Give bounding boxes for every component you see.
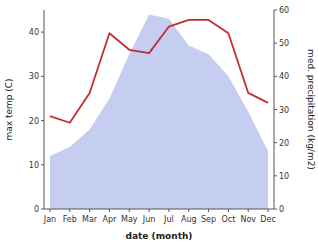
y2-tick-label: 0 [279,205,284,214]
x-tick-label: Jan [43,215,56,224]
y-tick [41,32,44,33]
y2-tick [274,175,277,176]
x-tick [149,209,150,212]
x-tick-label: May [121,215,138,224]
x-tick-label: Jun [142,215,156,224]
x-axis [44,209,274,210]
x-tick-label: Feb [63,215,77,224]
y2-tick [274,43,277,44]
plot-area [50,14,268,209]
y2-tick-label: 10 [279,172,289,181]
y2-tick-label: 20 [279,139,289,148]
y-tick [41,209,44,210]
x-tick-label: Apr [103,215,118,224]
y-axis-label: max temp (C) [4,78,14,140]
x-tick-label: Nov [240,215,256,224]
y-tick [41,164,44,165]
precipitation-line [50,20,268,123]
x-tick-label: Aug [181,215,197,224]
y2-tick [274,109,277,110]
x-tick [89,209,90,212]
x-tick [188,209,189,212]
y2-tick [274,76,277,77]
x-axis-label: date (month) [126,231,193,241]
chart: Jan Feb Mar AprMay Jun Jul Aug Sep Oct Nov Dec 0 10 2… [0,0,318,247]
y-tick-label: 10 [29,161,39,170]
y2-tick-label: 30 [279,106,289,115]
x-tick [208,209,209,212]
x-tick-label: Oct [221,215,235,224]
x-tick [228,209,229,212]
y2-tick [274,142,277,143]
y2-tick-label: 50 [279,39,289,48]
y2-tick-label: 60 [279,6,289,15]
x-tick-label: Jul [163,215,174,224]
y2-axis-label: med. precipitation (kg/m2) [306,49,316,170]
y2-tick [274,10,277,11]
x-tick [49,209,50,212]
y-tick [41,120,44,121]
temperature-area [50,14,268,209]
y-tick [41,76,44,77]
x-tick [168,209,169,212]
x-tick [109,209,110,212]
y-tick-label: 30 [29,72,39,81]
y-tick-label: 0 [34,205,39,214]
x-tick-label: Dec [260,215,275,224]
x-tick [268,209,269,212]
x-tick [248,209,249,212]
x-tick-label: Sep [201,215,216,224]
x-tick-label: Mar [82,215,98,224]
x-tick [129,209,130,212]
y-tick-label: 40 [29,28,39,37]
x-tick [69,209,70,212]
y2-tick-label: 40 [279,72,289,81]
y-axis [44,10,45,209]
y-tick-label: 20 [29,117,39,126]
y2-tick [274,209,277,210]
